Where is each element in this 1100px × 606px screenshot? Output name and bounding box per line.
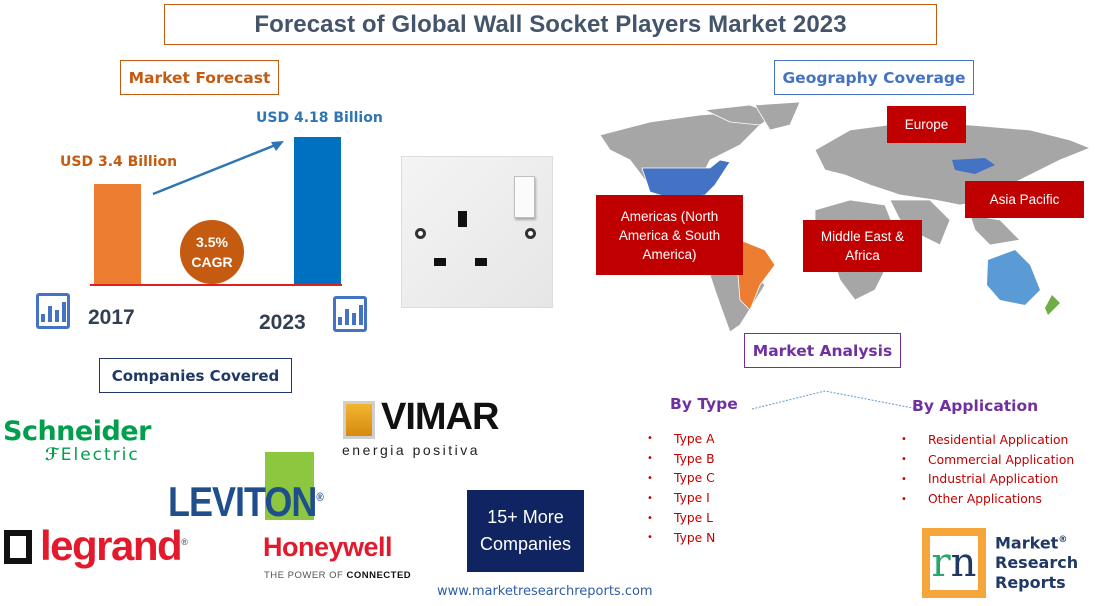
list-item: • Type C <box>647 471 715 486</box>
honeywell-tagline: THE POWER OF CONNECTED <box>264 570 412 581</box>
connector-lines <box>751 390 919 410</box>
region-asia-pacific: Asia Pacific <box>965 181 1084 218</box>
leviton-logo: LEVITON® <box>168 478 324 526</box>
list-item: • Type L <box>647 511 714 526</box>
schneider-mark-icon: ℱ <box>45 445 61 465</box>
region-americas: Americas (North America & South America) <box>596 195 743 275</box>
socket-neutral-pin <box>475 258 487 266</box>
companies-covered-label: Companies Covered <box>99 358 292 393</box>
socket-earth-pin <box>458 211 467 227</box>
vimar-mark-icon <box>343 401 375 439</box>
type-list: • Type A • Type B • Type C • Type I • Type L … <box>647 429 715 548</box>
value-label-2017: USD 3.4 Billion <box>60 154 178 170</box>
socket-live-pin <box>434 258 446 266</box>
value-label-2023: USD 4.18 Billion <box>256 110 383 126</box>
page-title: Forecast of Global Wall Socket Players M… <box>254 10 847 38</box>
year-2017: 2017 <box>88 306 135 329</box>
geography-coverage-label: Geography Coverage <box>774 60 974 95</box>
vimar-logo: VIMAR <box>381 396 499 438</box>
vimar-tagline: energia positiva <box>342 442 481 458</box>
chart-baseline <box>90 284 342 286</box>
socket-screw-left <box>415 228 426 239</box>
by-type-heading: By Type <box>670 395 738 413</box>
more-companies-box: 15+ More Companies <box>467 490 584 572</box>
cagr-value: 3.5% <box>196 234 228 250</box>
application-list: • Residential Application • Commercial App… <box>901 430 1074 509</box>
website-link[interactable]: www.marketresearchreports.com <box>437 584 653 599</box>
list-item: • Commercial Application <box>901 452 1075 467</box>
market-forecast-label: Market Forecast <box>120 60 279 95</box>
growth-arrow-icon <box>152 141 284 196</box>
mrr-brand-logo: Market® Research Reports <box>995 533 1079 593</box>
bar-2017 <box>94 184 141 284</box>
list-item: • Type A <box>647 431 715 446</box>
list-item: • Industrial Application <box>901 472 1059 487</box>
list-item: • Other Applications <box>901 492 1042 507</box>
cagr-badge: 3.5% CAGR <box>180 220 244 284</box>
schneider-electric-logo: Schneider ℱElectric <box>3 416 151 465</box>
leviton-mark-icon <box>265 452 314 520</box>
bar-chart-icon <box>36 293 70 329</box>
list-item: • Residential Application <box>901 432 1069 447</box>
list-item: • Type I <box>647 491 710 506</box>
title-box: Forecast of Global Wall Socket Players M… <box>164 4 937 45</box>
cagr-label: CAGR <box>191 254 233 270</box>
year-2023: 2023 <box>259 311 306 334</box>
list-item: • Type N <box>647 530 716 545</box>
region-middle-east-africa: Middle East & Africa <box>803 220 922 272</box>
by-application-heading: By Application <box>912 397 1039 415</box>
market-analysis-label: Market Analysis <box>744 333 901 368</box>
bar-chart-icon <box>333 296 367 332</box>
list-item: • Type B <box>647 451 715 466</box>
socket-screw-right <box>525 228 536 239</box>
region-europe: Europe <box>887 106 966 143</box>
socket-switch <box>514 176 535 218</box>
legrand-logo: legrand® <box>40 522 188 569</box>
bar-2023 <box>294 137 341 285</box>
legrand-mark-icon <box>4 530 32 564</box>
honeywell-logo: Honeywell <box>263 532 393 562</box>
